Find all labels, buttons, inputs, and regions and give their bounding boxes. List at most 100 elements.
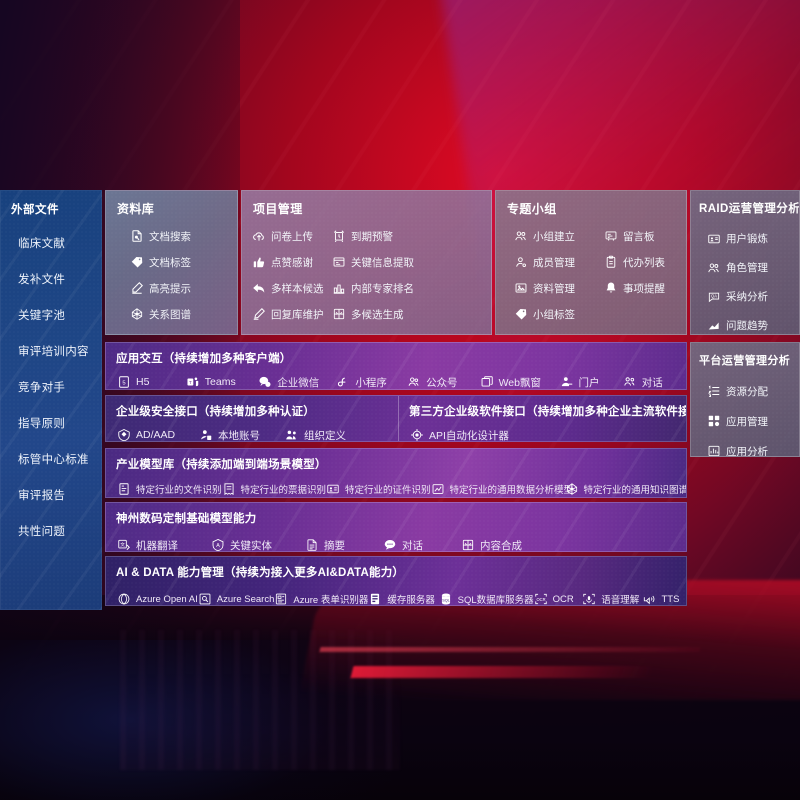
item-issue-trend[interactable]: 问题趋势 [707, 312, 799, 334]
thumbs-up-icon [252, 255, 266, 269]
sidebar-list: 临床文献 发补文件 关键字池 审评培训内容 竞争对手 指导原则 标管中心标准 审… [0, 234, 102, 543]
item-dialog[interactable]: 对话 [623, 371, 686, 389]
item-receipt-recognition[interactable]: 特定行业的票据识别 [222, 478, 326, 497]
reply-arrow-icon [252, 281, 266, 295]
item-doc-classify[interactable]: 文档分类 [130, 328, 235, 334]
item-adoption-analysis[interactable]: QA 采纳分析 [707, 283, 799, 310]
item-app-analysis[interactable]: 应用分析 [707, 437, 799, 456]
item-doc-tag[interactable]: 文档标签 [130, 250, 235, 274]
item-label: 到期预警 [351, 230, 393, 243]
item-portal[interactable]: 门户 [560, 371, 623, 389]
item-reply-library[interactable]: 回复库维护 [252, 302, 332, 326]
item-sql-db-server[interactable]: SQL SQL数据库服务器 [439, 588, 534, 605]
item-label: 多样本候选 [271, 282, 324, 295]
item-label: 资料管理 [533, 282, 575, 295]
highlight-pen-icon [130, 281, 144, 295]
sidebar-item-review-report[interactable]: 审评报告 [18, 490, 66, 502]
trend-chart-icon [707, 319, 721, 333]
item-group-tag[interactable]: 小组标签 [514, 302, 604, 326]
item-tts[interactable]: TTS [642, 588, 686, 605]
item-speech-understanding[interactable]: 语音理解 [582, 588, 642, 605]
sidebar-item-clinical-literature[interactable]: 临床文献 [18, 238, 66, 250]
sidebar-item-guiding-principles[interactable]: 指导原则 [18, 418, 66, 430]
item-doc-search[interactable]: 文档搜索 [130, 224, 235, 248]
item-internal-expert-rank[interactable]: 内部专家排名 [332, 276, 418, 300]
item-web-popup[interactable]: Web飘窗 [480, 371, 560, 389]
card-items-knowledge-base: 文档搜索 文档标签 高亮提示 关系图谱 文档分类 [106, 217, 237, 334]
item-reviewer-portrait[interactable]: 评审员画像 [252, 328, 338, 334]
item-label: 特定行业的文件识别 [136, 485, 222, 496]
translate-icon: 文 [117, 538, 131, 551]
item-teams[interactable]: T Teams [186, 371, 259, 389]
item-summary[interactable]: 摘要 [305, 534, 383, 551]
item-label: 多候选生成 [351, 308, 404, 321]
item-questionnaire-upload[interactable]: 问卷上传 [252, 224, 332, 248]
item-event-reminder[interactable]: 事项提醒 [604, 276, 684, 300]
item-file-recognition[interactable]: 特定行业的文件识别 [117, 478, 222, 497]
item-message-board[interactable]: 留言板 [604, 224, 684, 248]
item-id-recognition[interactable]: 特定行业的证件识别 [326, 478, 431, 497]
item-ad-aad[interactable]: AD/AAD [117, 424, 199, 441]
item-label: 缓存服务器 [387, 595, 435, 606]
item-resource-allocation[interactable]: 资源分配 [707, 377, 799, 405]
item-material-management[interactable]: 资料管理 [514, 276, 604, 300]
card-knowledge-base: 资料库 文档搜索 文档标签 高亮提示 关系图谱 [105, 190, 238, 335]
item-azure-openai[interactable]: Azure Open AI [117, 588, 198, 605]
sidebar-item-review-training[interactable]: 审评培训内容 [18, 346, 89, 358]
item-org-define[interactable]: 组织定义 [285, 424, 371, 441]
receipt-icon [222, 482, 236, 496]
item-multi-sample-candidate[interactable]: 多样本候选 [252, 276, 332, 300]
tag-icon [130, 255, 144, 269]
item-highlight[interactable]: 高亮提示 [130, 276, 235, 300]
item-app-management[interactable]: 应用管理 [707, 407, 799, 435]
item-wecom[interactable]: 企业微信 [258, 371, 336, 389]
background-car-highlight [350, 666, 654, 678]
alarm-icon [332, 229, 346, 243]
item-h5[interactable]: 5 H5 [117, 371, 186, 389]
item-api-designer[interactable]: API自动化设计器 [410, 424, 550, 441]
item-todo-list[interactable]: 代办列表 [604, 250, 684, 274]
item-machine-translation[interactable]: 文 机器翻译 [117, 534, 211, 551]
item-label: 问卷上传 [271, 230, 313, 243]
item-azure-search[interactable]: Azure Search [198, 588, 274, 605]
sidebar-item-supplement-docs[interactable]: 发补文件 [18, 274, 66, 286]
sidebar-item-competitors[interactable]: 竞争对手 [18, 382, 66, 394]
item-key-info-extract[interactable]: 关键信息提取 [332, 250, 414, 274]
card-title-platform-analysis: 平台运营管理分析 [699, 355, 791, 367]
item-thanks-like[interactable]: 点赞感谢 [252, 250, 332, 274]
item-miniprogram[interactable]: 小程序 [336, 371, 407, 389]
item-role-management[interactable]: 角色管理 [707, 254, 799, 281]
band-items-industry-models: 特定行业的文件识别 特定行业的票据识别 特定行业的证件识别 特定行业的通用数据分… [106, 478, 686, 497]
item-local-account[interactable]: 本地账号 [199, 424, 285, 441]
item-key-entity[interactable]: A 关键实体 [211, 534, 305, 551]
item-label: 回复库维护 [271, 308, 324, 321]
sidebar-item-keyword-pool[interactable]: 关键字池 [18, 310, 66, 322]
item-label: 小组标签 [533, 308, 575, 321]
item-form-recognizer[interactable]: Azure 表单识别器 [274, 588, 368, 605]
item-data-analysis-model[interactable]: 特定行业的通用数据分析模型 [431, 478, 573, 497]
item-official-account[interactable]: 公众号 [407, 371, 480, 389]
item-knowledge-graph-model[interactable]: 特定行业的通用知识图谱模型 [565, 478, 686, 497]
band-title-third-party: 第三方企业级软件接口（持续增加多种企业主流软件接口） [409, 406, 687, 418]
doc-search-icon [130, 229, 144, 243]
item-user-profile[interactable]: 用户锻炼 [707, 225, 799, 252]
group-icon [707, 261, 721, 275]
band-app-interaction: 应用交互（持续增加多种客户端） 5 H5 T Teams 企业微信 小程序 [105, 342, 687, 390]
sidebar-item-standards-center[interactable]: 标管中心标准 [18, 454, 89, 466]
item-chat[interactable]: 对话 [383, 534, 461, 551]
svg-text:QA: QA [711, 293, 717, 298]
item-relation-graph[interactable]: 关系图谱 [130, 302, 235, 326]
band-third-party: 第三方企业级软件接口（持续增加多种企业主流软件接口） API自动化设计器 [399, 396, 686, 441]
analysis-chart-icon [707, 444, 721, 456]
item-project-knowledge-graph[interactable]: 项目知识图谱 [338, 328, 430, 334]
item-multi-candidate-gen[interactable]: 多候选生成 [332, 302, 412, 326]
item-content-synthesis[interactable]: 内容合成 [461, 534, 555, 551]
item-member-management[interactable]: 成员管理 [514, 250, 604, 274]
sidebar-item-common-issues[interactable]: 共性问题 [18, 526, 66, 538]
item-ocr[interactable]: OCR OCR [534, 588, 583, 605]
item-due-alert[interactable]: 到期预警 [332, 224, 412, 248]
band-industry-models: 产业模型库（持续添加端到端场景模型） 特定行业的文件识别 特定行业的票据识别 特… [105, 448, 687, 498]
item-cache-server[interactable]: 缓存服务器 [368, 588, 438, 606]
item-group-create[interactable]: 小组建立 [514, 224, 604, 248]
card-topic-group: 专题小组 小组建立 留言板 成员管理 代办列表 [495, 190, 687, 335]
